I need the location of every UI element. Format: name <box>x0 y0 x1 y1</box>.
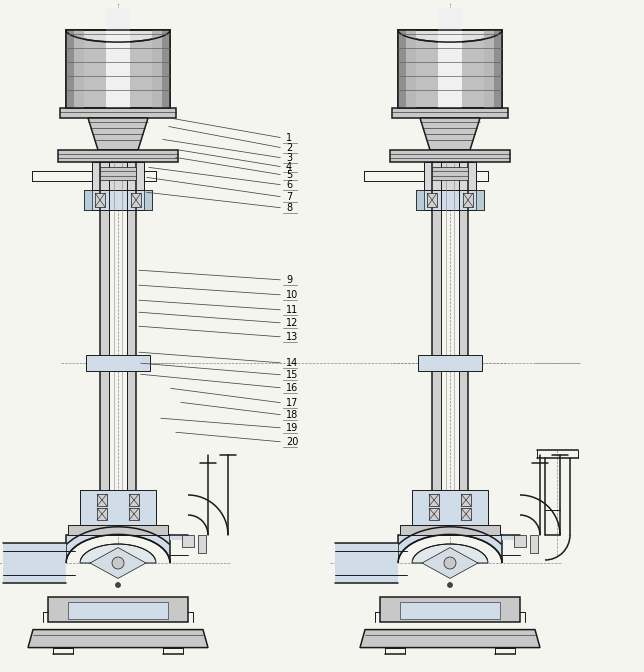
Polygon shape <box>420 118 480 150</box>
Polygon shape <box>84 190 92 210</box>
Polygon shape <box>400 525 500 535</box>
Bar <box>182 535 194 547</box>
Polygon shape <box>127 162 136 490</box>
Polygon shape <box>92 162 144 190</box>
Text: 20: 20 <box>286 437 298 447</box>
Polygon shape <box>484 30 494 108</box>
Bar <box>514 535 526 547</box>
Polygon shape <box>58 150 178 162</box>
Polygon shape <box>459 162 468 490</box>
Polygon shape <box>398 30 502 108</box>
Polygon shape <box>100 162 109 490</box>
Bar <box>461 508 471 520</box>
Bar <box>463 193 473 207</box>
Text: 11: 11 <box>286 305 298 315</box>
Polygon shape <box>170 535 188 540</box>
Text: 2: 2 <box>286 143 292 153</box>
Text: 1: 1 <box>286 133 292 143</box>
Polygon shape <box>144 190 152 210</box>
Bar <box>97 508 107 520</box>
Polygon shape <box>360 630 540 648</box>
Polygon shape <box>502 535 520 540</box>
Bar <box>198 535 206 553</box>
Polygon shape <box>48 597 188 622</box>
Polygon shape <box>86 355 150 371</box>
Polygon shape <box>60 108 176 118</box>
Bar <box>530 535 538 553</box>
Text: 17: 17 <box>286 398 298 408</box>
Polygon shape <box>412 490 488 525</box>
Polygon shape <box>400 601 500 619</box>
Circle shape <box>448 583 453 587</box>
Polygon shape <box>398 30 406 108</box>
Bar <box>429 494 439 506</box>
Bar <box>461 494 471 506</box>
Text: 9: 9 <box>286 275 292 285</box>
Polygon shape <box>422 548 478 579</box>
Polygon shape <box>398 30 502 42</box>
Polygon shape <box>432 167 468 180</box>
Polygon shape <box>90 548 146 579</box>
Polygon shape <box>66 30 170 42</box>
Bar <box>95 193 105 207</box>
Polygon shape <box>80 490 156 525</box>
Text: 13: 13 <box>286 332 298 342</box>
Text: 16: 16 <box>286 383 298 393</box>
Polygon shape <box>152 30 162 108</box>
Polygon shape <box>476 190 484 210</box>
Polygon shape <box>416 190 424 210</box>
Polygon shape <box>392 108 508 118</box>
Polygon shape <box>66 30 74 108</box>
Polygon shape <box>84 190 152 210</box>
Polygon shape <box>74 30 84 108</box>
Bar <box>129 508 139 520</box>
Text: 12: 12 <box>286 318 298 328</box>
Text: 7: 7 <box>286 192 292 202</box>
Polygon shape <box>494 30 502 108</box>
Circle shape <box>115 583 120 587</box>
Circle shape <box>444 557 456 569</box>
Circle shape <box>112 557 124 569</box>
Polygon shape <box>418 355 482 371</box>
Bar <box>97 494 107 506</box>
Text: 10: 10 <box>286 290 298 300</box>
Polygon shape <box>100 167 136 180</box>
Bar <box>131 193 141 207</box>
Polygon shape <box>88 118 148 150</box>
Polygon shape <box>106 8 130 108</box>
Text: 14: 14 <box>286 358 298 368</box>
Polygon shape <box>80 544 156 563</box>
Bar <box>129 494 139 506</box>
Polygon shape <box>3 543 66 583</box>
Polygon shape <box>68 601 168 619</box>
Text: 19: 19 <box>286 423 298 433</box>
Polygon shape <box>66 30 170 108</box>
Text: 5: 5 <box>286 170 292 180</box>
Polygon shape <box>416 190 484 210</box>
Polygon shape <box>162 30 170 108</box>
Polygon shape <box>432 162 441 490</box>
Polygon shape <box>412 544 488 563</box>
Text: 18: 18 <box>286 410 298 420</box>
Text: 8: 8 <box>286 203 292 213</box>
Text: 15: 15 <box>286 370 298 380</box>
Bar <box>429 508 439 520</box>
Polygon shape <box>406 30 416 108</box>
Text: 3: 3 <box>286 153 292 163</box>
Polygon shape <box>66 534 170 563</box>
Bar <box>427 193 437 207</box>
Polygon shape <box>398 534 502 563</box>
Text: 6: 6 <box>286 180 292 190</box>
Text: 4: 4 <box>286 162 292 172</box>
Polygon shape <box>335 543 398 583</box>
Polygon shape <box>68 525 168 535</box>
Polygon shape <box>380 597 520 622</box>
Polygon shape <box>390 150 510 162</box>
Polygon shape <box>424 162 476 190</box>
Polygon shape <box>28 630 208 648</box>
Polygon shape <box>438 8 462 108</box>
